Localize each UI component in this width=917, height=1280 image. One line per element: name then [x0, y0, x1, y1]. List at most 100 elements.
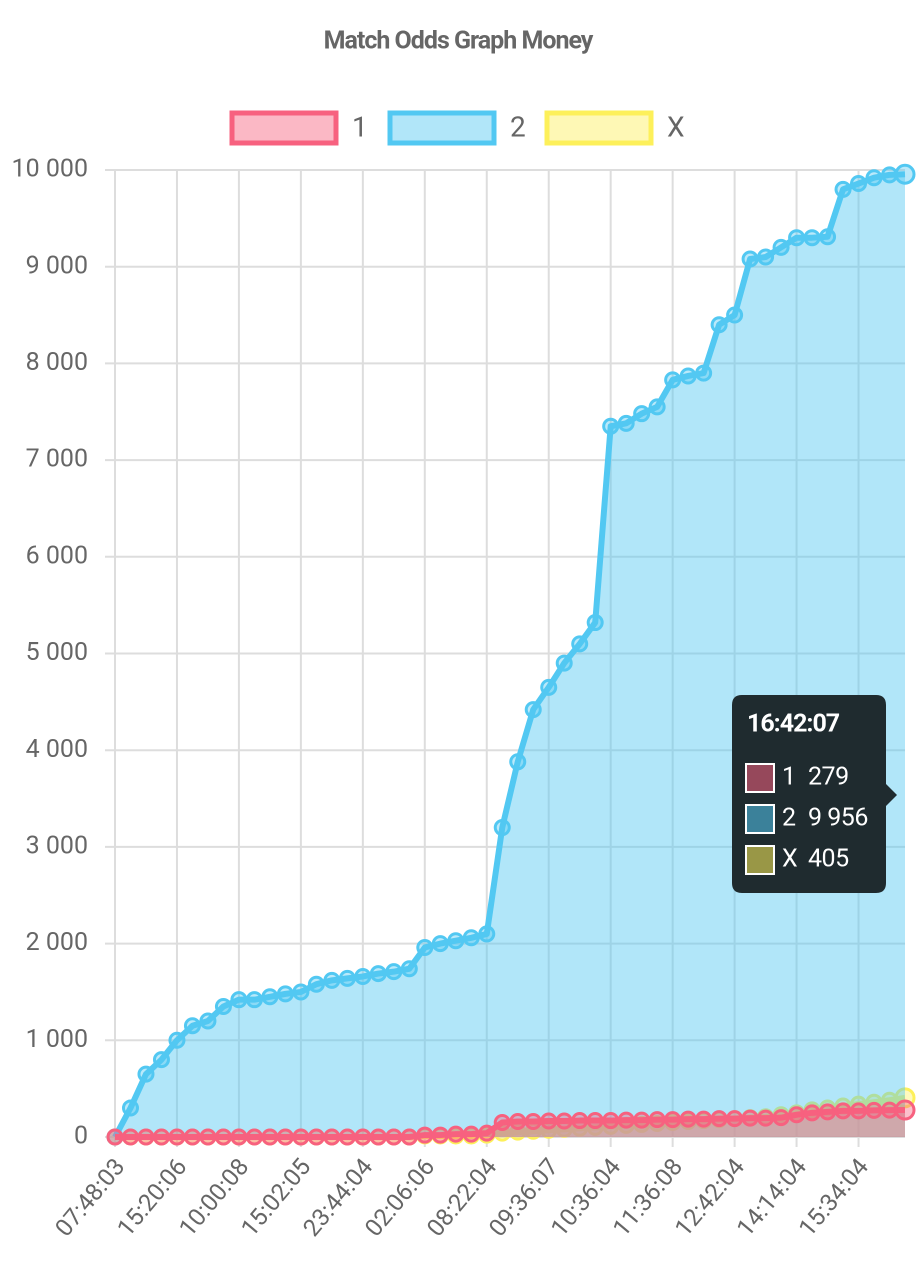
point: [834, 180, 852, 198]
point: [819, 1103, 837, 1121]
point: [524, 701, 542, 719]
point: [493, 819, 511, 837]
tooltip-value: 9 956: [808, 804, 868, 833]
point: [416, 1126, 434, 1144]
point: [462, 929, 480, 947]
point: [710, 316, 728, 334]
point: [617, 1111, 635, 1129]
y-tick-label: 3 000: [26, 832, 88, 861]
point: [276, 1128, 294, 1146]
y-tick-label: 7 000: [26, 445, 88, 474]
point: [524, 1113, 542, 1131]
point: [431, 1126, 449, 1144]
point: [571, 1112, 589, 1130]
point: [168, 1128, 186, 1146]
point: [741, 250, 759, 268]
point: [865, 1101, 883, 1119]
point: [710, 1110, 728, 1128]
tooltip-series: 2: [782, 804, 796, 833]
point: [695, 1110, 713, 1128]
point: [509, 753, 527, 771]
point: [571, 635, 589, 653]
point: [137, 1128, 155, 1146]
point: [400, 960, 418, 978]
point: [137, 1065, 155, 1083]
point: [214, 997, 232, 1015]
y-tick-label: 0: [74, 1122, 88, 1151]
point: [152, 1051, 170, 1069]
point: [431, 935, 449, 953]
point: [183, 1128, 201, 1146]
legend-item[interactable]: X: [544, 110, 685, 146]
point: [757, 1109, 775, 1127]
point: [245, 991, 263, 1009]
y-tick-label: 6 000: [26, 541, 88, 570]
point: [894, 1099, 916, 1121]
point: [772, 1109, 790, 1127]
point: [354, 1128, 372, 1146]
legend-swatch: [229, 110, 339, 146]
chart-title: Match Odds Graph Money: [324, 27, 594, 56]
legend-swatch: [544, 110, 654, 146]
point: [447, 932, 465, 950]
tooltip-value: 405: [808, 845, 849, 874]
legend-item[interactable]: 2: [387, 110, 526, 146]
point: [400, 1128, 418, 1146]
point: [819, 228, 837, 246]
tooltip: 16:42:07 1 279 2 9 956 X 405: [732, 695, 897, 893]
point: [369, 1128, 387, 1146]
point: [834, 1102, 852, 1120]
point: [493, 1113, 511, 1131]
tooltip-title: 16:42:07: [747, 710, 840, 739]
point: [199, 1128, 217, 1146]
tooltip-swatch: [745, 804, 775, 834]
point: [478, 925, 496, 943]
point: [106, 1128, 124, 1146]
point: [695, 364, 713, 382]
point: [261, 1128, 279, 1146]
point: [369, 965, 387, 983]
point: [633, 1111, 651, 1129]
point: [168, 1031, 186, 1049]
y-tick-label: 1 000: [26, 1025, 88, 1054]
point: [617, 414, 635, 432]
point: [540, 1112, 558, 1130]
point: [214, 1128, 232, 1146]
point: [894, 163, 916, 185]
y-tick-label: 4 000: [26, 735, 88, 764]
point: [292, 983, 310, 1001]
point: [803, 229, 821, 247]
point: [648, 398, 666, 416]
legend-item[interactable]: 1: [229, 110, 368, 146]
point: [462, 1125, 480, 1143]
point: [803, 1104, 821, 1122]
point: [555, 654, 573, 672]
point: [788, 1106, 806, 1124]
point: [679, 367, 697, 385]
y-tick-label: 5 000: [26, 638, 88, 667]
y-tick-label: 10 000: [12, 155, 88, 184]
point: [509, 1113, 527, 1131]
point: [850, 1102, 868, 1120]
point: [199, 1012, 217, 1030]
point: [338, 969, 356, 987]
point: [602, 1112, 620, 1130]
point: [323, 1128, 341, 1146]
point: [586, 1112, 604, 1130]
point: [230, 1128, 248, 1146]
point: [276, 985, 294, 1003]
series: [106, 1099, 916, 1146]
point: [121, 1099, 139, 1117]
y-tick-label: 8 000: [26, 348, 88, 377]
point: [850, 175, 868, 193]
point: [230, 991, 248, 1009]
legend-label: 2: [510, 110, 526, 143]
point: [416, 938, 434, 956]
point: [772, 238, 790, 256]
tooltip-box: [732, 695, 897, 893]
point: [664, 371, 682, 389]
point: [261, 988, 279, 1006]
point: [385, 963, 403, 981]
